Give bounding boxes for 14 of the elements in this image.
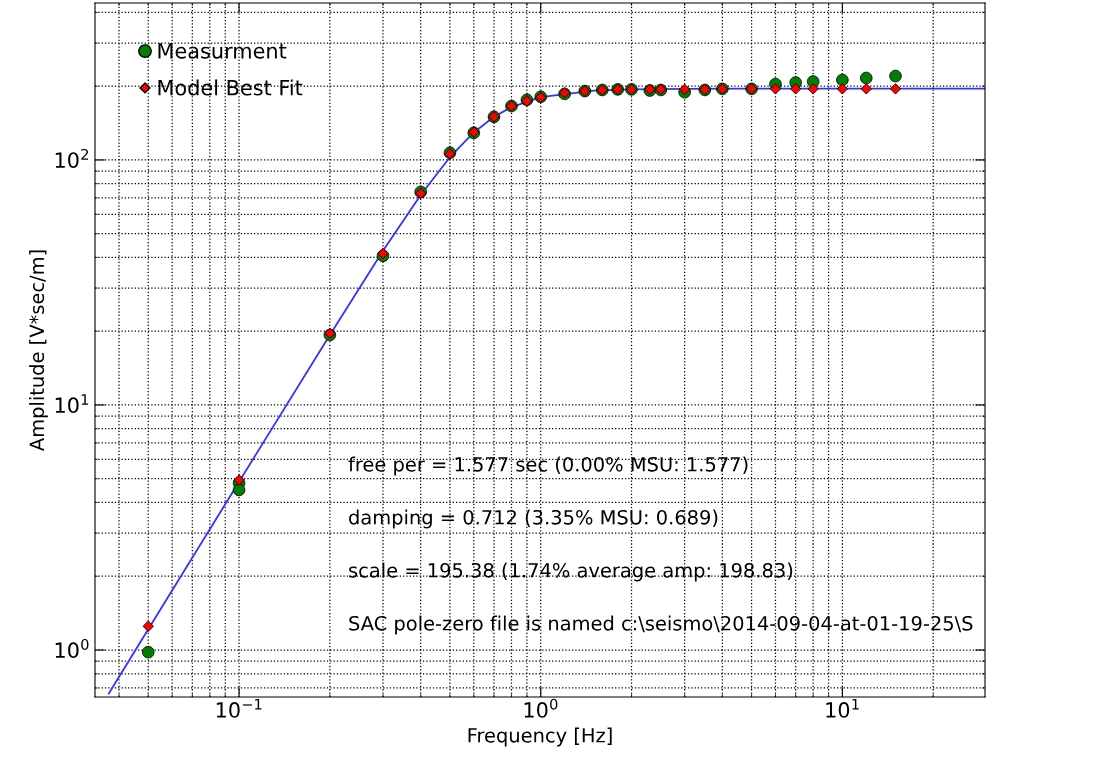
annotation: damping = 0.712 (3.35% MSU: 0.689) (349, 509, 718, 529)
x-tick-label: 10$^{1}$ (826, 698, 859, 718)
y-tick-label: 10$^{0}$ (55, 638, 89, 659)
y-tick-label: 10$^{1}$ (55, 394, 89, 414)
legend-label: Measurment (158, 43, 287, 59)
x-tick-label: 10$^{−1}$ (216, 698, 262, 718)
legend-label: Model Best Fit (158, 79, 303, 96)
x-axis-title: Frequency [Hz] (468, 727, 612, 747)
annotation: SAC pole-zero file is named c:\seismo\2014-09-04-at-01-19-25\S (349, 615, 973, 635)
y-axis-title: Amplitude [V*sec/m] (29, 250, 48, 451)
y-tick-label: 10$^{2}$ (55, 148, 88, 168)
annotation: free per = 1.577 sec (0.00% MSU: 1.577) (348, 456, 748, 476)
annotation: scale = 195.38 (1.74% average amp: 198.83) (349, 562, 793, 582)
x-tick-label: 10$^{0}$ (524, 698, 558, 718)
